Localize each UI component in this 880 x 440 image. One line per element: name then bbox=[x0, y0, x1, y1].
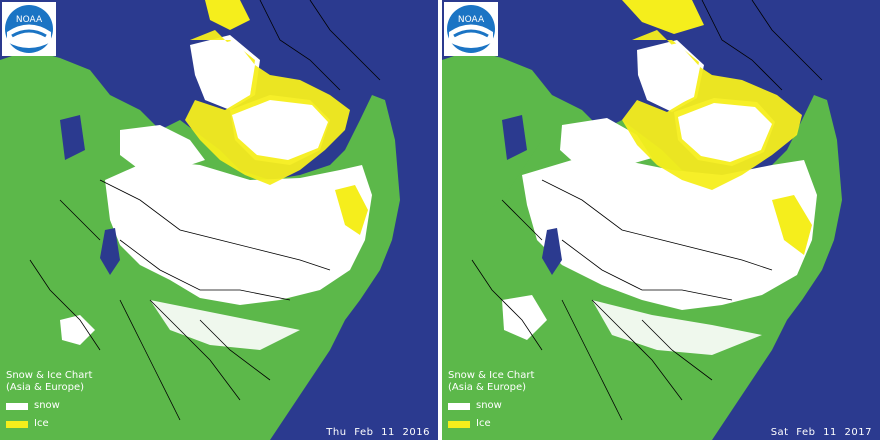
legend-label: Ice bbox=[34, 418, 49, 429]
noaa-logo: NOAA bbox=[444, 2, 498, 56]
ice-swatch bbox=[6, 420, 28, 428]
map-panel-2016: NOAA Snow & Ice Chart (Asia & Europe) sn… bbox=[0, 0, 438, 440]
legend-label: snow bbox=[34, 400, 60, 411]
snow-ice-map bbox=[442, 0, 842, 440]
panel-divider bbox=[438, 0, 442, 440]
legend-subtitle: (Asia & Europe) bbox=[448, 382, 527, 393]
map-legend: Snow & Ice Chart (Asia & Europe) snow Ic… bbox=[6, 370, 92, 430]
map-panel-2017: NOAA Snow & Ice Chart (Asia & Europe) sn… bbox=[442, 0, 880, 440]
legend-label: Ice bbox=[476, 418, 491, 429]
legend-item-snow: snow bbox=[448, 400, 534, 412]
legend-title: Snow & Ice Chart bbox=[6, 370, 93, 381]
legend-item-snow: snow bbox=[6, 400, 92, 412]
legend-item-ice: Ice bbox=[448, 418, 534, 430]
legend-item-ice: Ice bbox=[6, 418, 92, 430]
chart-date: Sat Feb 11 2017 bbox=[770, 427, 872, 438]
legend-title: Snow & Ice Chart bbox=[448, 370, 535, 381]
snow-cover bbox=[522, 160, 817, 310]
snow-swatch bbox=[6, 402, 28, 410]
map-legend: Snow & Ice Chart (Asia & Europe) snow Ic… bbox=[448, 370, 534, 430]
snow-cover bbox=[105, 160, 372, 305]
snow-ice-map bbox=[0, 0, 400, 440]
noaa-logo: NOAA bbox=[2, 2, 56, 56]
snow-swatch bbox=[448, 402, 470, 410]
chart-date: Thu Feb 11 2016 bbox=[326, 427, 430, 438]
legend-label: snow bbox=[476, 400, 502, 411]
logo-text: NOAA bbox=[458, 15, 485, 25]
logo-text: NOAA bbox=[16, 15, 43, 25]
ice-swatch bbox=[448, 420, 470, 428]
legend-subtitle: (Asia & Europe) bbox=[6, 382, 85, 393]
